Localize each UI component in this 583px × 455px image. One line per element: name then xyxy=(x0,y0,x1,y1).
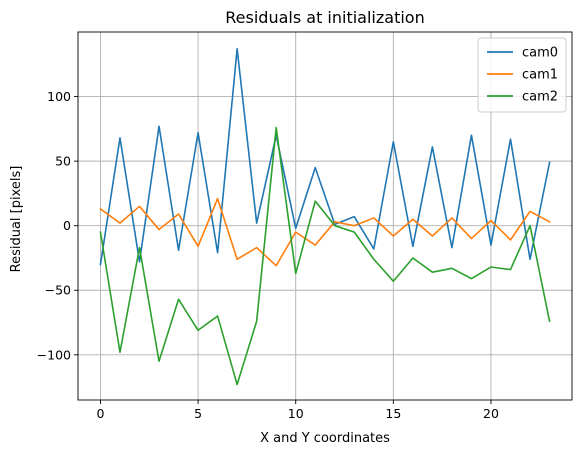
x-tick-label: 20 xyxy=(483,406,499,421)
legend-label: cam0 xyxy=(522,46,558,61)
y-tick-label: 50 xyxy=(55,154,71,169)
series-layer xyxy=(99,47,551,386)
legend: cam0 cam1 cam2 xyxy=(477,37,567,113)
ticks: 0 5 10 15 20 −100 −50 0 50 100 xyxy=(37,89,499,421)
legend-label: cam1 xyxy=(522,68,558,83)
series-line-cam2 xyxy=(99,126,551,386)
x-tick-label: 10 xyxy=(288,406,304,421)
x-tick-label: 0 xyxy=(96,406,104,421)
y-axis-label: Residual [pixels] xyxy=(9,166,24,273)
legend-label: cam2 xyxy=(522,90,558,105)
y-tick-label: −50 xyxy=(45,283,71,298)
x-tick-label: 15 xyxy=(385,406,401,421)
series-line-cam1 xyxy=(99,197,551,267)
plot-frame xyxy=(77,31,573,401)
legend-box xyxy=(477,37,567,113)
series-line-cam0 xyxy=(99,47,551,266)
x-tick-label: 5 xyxy=(194,406,202,421)
y-tick-label: −100 xyxy=(37,347,71,362)
x-axis-label: X and Y coordinates xyxy=(260,431,390,446)
y-tick-label: 100 xyxy=(47,89,71,104)
chart-title: Residuals at initialization xyxy=(225,8,424,27)
y-tick-label: 0 xyxy=(63,218,71,233)
